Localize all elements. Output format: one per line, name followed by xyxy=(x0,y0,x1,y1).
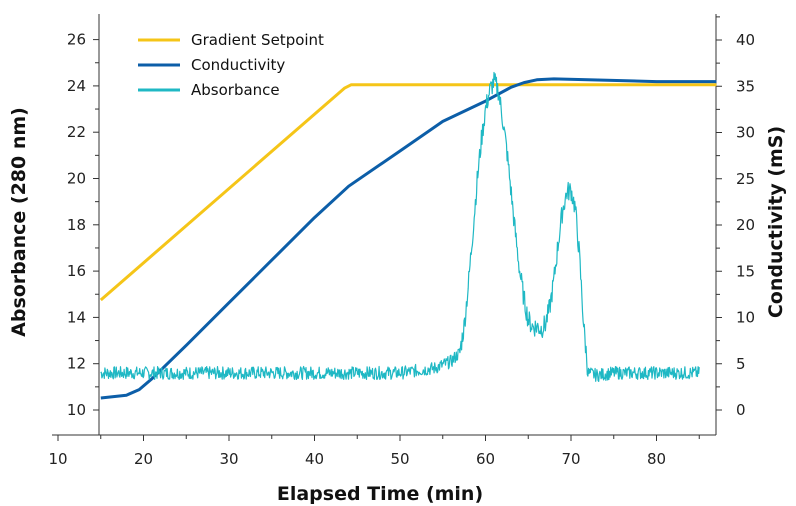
y-right-tick-label: 0 xyxy=(736,401,746,419)
y-left-tick-label: 10 xyxy=(67,401,86,419)
y-right-tick-label: 30 xyxy=(736,124,755,142)
y-right-tick-label: 25 xyxy=(736,170,755,188)
x-tick-label: 60 xyxy=(476,450,495,468)
series-line-conductivity xyxy=(100,77,717,400)
series-line-absorbance xyxy=(100,71,700,382)
x-axis-title: Elapsed Time (min) xyxy=(277,483,483,505)
y-left-axis-title: Absorbance (280 nm) xyxy=(8,107,30,337)
x-tick-label: 20 xyxy=(134,450,153,468)
x-tick-label: 80 xyxy=(647,450,666,468)
y-left-tick-label: 20 xyxy=(67,170,86,188)
y-right-tick-label: 5 xyxy=(736,355,746,373)
y-left-tick-label: 12 xyxy=(67,355,86,373)
x-tick-label: 40 xyxy=(305,450,324,468)
y-left-tick-label: 14 xyxy=(67,308,86,326)
axes-layer: 10 20 30 40 50 60 70 80 10 12 14 16 18 20 22 24 26 0 5 10 15… xyxy=(48,14,755,468)
y-left-tick-label: 18 xyxy=(67,216,86,234)
legend-label: Gradient Setpoint xyxy=(191,31,324,49)
legend-label: Absorbance xyxy=(191,81,280,99)
legend: Gradient Setpoint Conductivity Absorbance xyxy=(138,31,324,99)
y-left-tick-label: 24 xyxy=(67,77,86,95)
y-left-tick-label: 16 xyxy=(67,262,86,280)
y-right-tick-label: 10 xyxy=(736,309,755,327)
x-tick-label: 70 xyxy=(561,450,580,468)
y-left-tick-label: 22 xyxy=(67,123,86,141)
y-right-tick-label: 40 xyxy=(736,31,755,49)
x-tick-label: 10 xyxy=(48,450,67,468)
y-right-tick-label: 15 xyxy=(736,262,755,280)
y-right-tick-label: 20 xyxy=(736,216,755,234)
x-tick-label: 30 xyxy=(219,450,238,468)
y-left-tick-label: 26 xyxy=(67,31,86,49)
y-right-tick-label: 35 xyxy=(736,77,755,95)
x-tick-label: 50 xyxy=(390,450,409,468)
legend-label: Conductivity xyxy=(191,56,285,74)
plot-area xyxy=(99,71,717,400)
series-line-gradient-setpoint xyxy=(99,83,717,302)
y-right-axis-title: Conductivity (mS) xyxy=(765,126,787,318)
